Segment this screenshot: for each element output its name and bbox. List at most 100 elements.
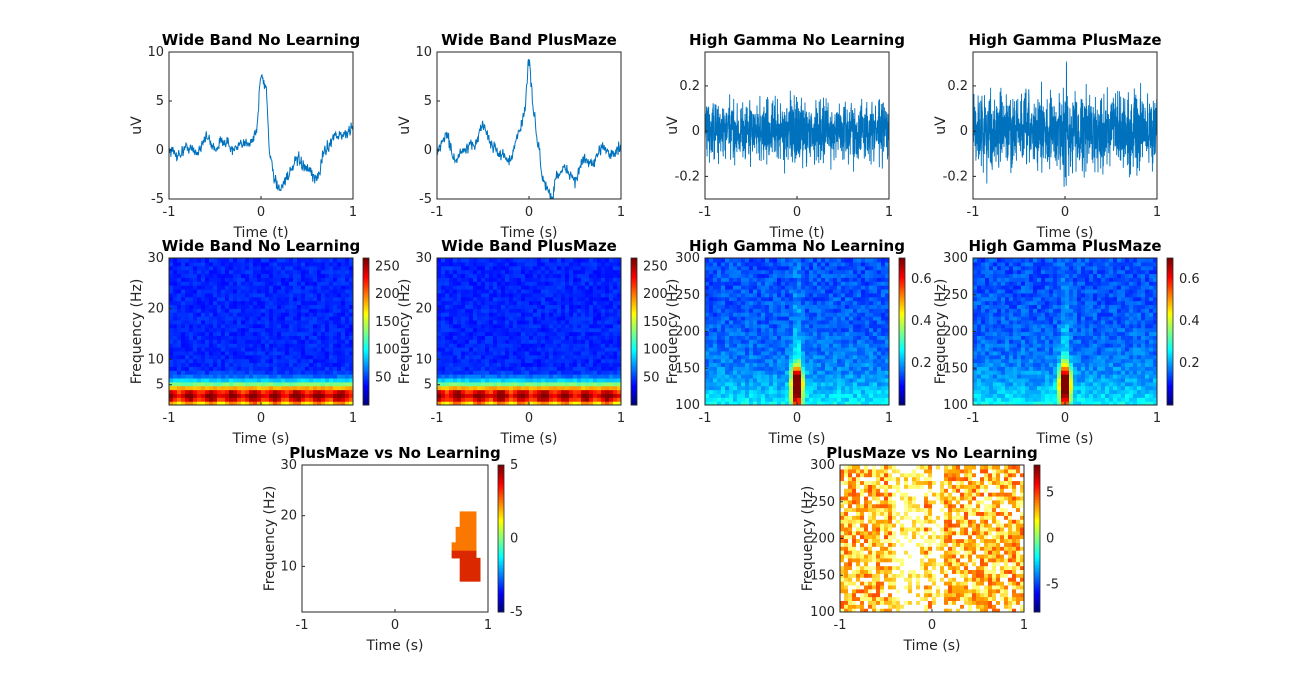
- y-axis-label: uV: [665, 116, 681, 135]
- heatmap-cell: [481, 296, 486, 302]
- heatmap-cell: [557, 381, 562, 387]
- heatmap-cell: [185, 354, 190, 360]
- heatmap-cell: [269, 285, 274, 290]
- heatmap-cell: [581, 350, 586, 356]
- colorbar-tick-label: 50: [375, 370, 392, 385]
- heatmap-cell: [757, 296, 762, 302]
- heatmap-cell: [173, 304, 178, 309]
- y-tick-label: 0.2: [679, 79, 700, 94]
- heatmap-cell: [485, 327, 490, 333]
- heatmap-cell: [797, 354, 802, 360]
- heatmap-cell: [457, 354, 462, 360]
- heatmap-cell: [753, 377, 758, 383]
- heatmap-cell: [305, 346, 310, 352]
- heatmap-cell: [549, 389, 554, 394]
- heatmap-cell: [605, 269, 610, 275]
- heatmap-cell: [749, 346, 754, 352]
- heatmap-cell: [221, 358, 226, 364]
- heatmap-cell: [269, 370, 274, 375]
- heatmap-cell: [285, 288, 290, 294]
- heatmap-cell: [741, 350, 746, 356]
- heatmap-cell: [337, 393, 342, 398]
- heatmap-cell: [573, 381, 578, 387]
- heatmap-cell: [801, 393, 806, 398]
- heatmap-cell: [281, 327, 286, 333]
- heatmap-cell: [253, 370, 258, 375]
- heatmap-cell: [313, 269, 318, 275]
- heatmap-cell: [241, 273, 246, 278]
- heatmap-cell: [561, 374, 566, 379]
- heatmap-cell: [541, 285, 546, 290]
- heatmap-cell: [177, 377, 182, 383]
- heatmap-cell: [709, 358, 714, 364]
- heatmap-cell: [305, 397, 310, 402]
- colorbar-swatch: [363, 358, 369, 362]
- heatmap-cell: [209, 319, 214, 325]
- heatmap-cell: [541, 397, 546, 402]
- heatmap-cell: [501, 312, 506, 317]
- heatmap-cell: [497, 358, 502, 364]
- heatmap-cell: [261, 312, 266, 317]
- heatmap-cell: [533, 377, 538, 383]
- heatmap-cell: [529, 374, 534, 379]
- heatmap-cell: [281, 292, 286, 298]
- heatmap-cell: [261, 258, 266, 263]
- heatmap-cell: [437, 304, 442, 309]
- heatmap-cell: [217, 350, 222, 356]
- heatmap-cell: [553, 346, 558, 352]
- heatmap-cell: [501, 354, 506, 360]
- heatmap-cell: [341, 397, 346, 402]
- heatmap-cell: [173, 300, 178, 306]
- heatmap-cell: [569, 277, 574, 282]
- heatmap-cell: [489, 261, 494, 267]
- heatmap-cell: [229, 312, 234, 317]
- heatmap-cell: [325, 339, 330, 344]
- heatmap-cell: [729, 343, 734, 348]
- heatmap-cell: [713, 277, 718, 282]
- heatmap-cell: [825, 304, 830, 309]
- heatmap-cell: [833, 331, 838, 336]
- heatmap-cell: [765, 366, 770, 371]
- heatmap-cell: [549, 319, 554, 325]
- heatmap-cell: [613, 366, 618, 371]
- heatmap-cell: [177, 288, 182, 294]
- heatmap-cell: [705, 277, 710, 282]
- heatmap-cell: [733, 389, 738, 394]
- heatmap-cell: [313, 308, 318, 313]
- heatmap-cell: [529, 316, 534, 321]
- heatmap-cell: [169, 292, 174, 298]
- heatmap-cell: [613, 296, 618, 302]
- heatmap-cell: [533, 343, 538, 348]
- heatmap-cell: [797, 331, 802, 336]
- heatmap-cell: [349, 258, 353, 263]
- heatmap-cell: [333, 358, 338, 364]
- heatmap-cell: [321, 304, 326, 309]
- heatmap-cell: [785, 323, 790, 329]
- heatmap-cell: [561, 281, 566, 286]
- heatmap-cell: [549, 366, 554, 371]
- heatmap-cell: [601, 316, 606, 321]
- heatmap-cell: [781, 281, 786, 286]
- heatmap-cell: [505, 308, 510, 313]
- heatmap-cell: [521, 312, 526, 317]
- heatmap-cell: [209, 273, 214, 278]
- colorbar-swatch: [631, 365, 637, 369]
- heatmap-cell: [605, 296, 610, 302]
- heatmap-cell: [505, 374, 510, 379]
- heatmap-cell: [333, 261, 338, 267]
- heatmap-cell: [749, 335, 754, 340]
- heatmap-cell: [457, 350, 462, 356]
- heatmap-cell: [193, 366, 198, 371]
- heatmap-cell: [493, 385, 498, 391]
- heatmap-cell: [469, 323, 474, 329]
- heatmap-cell: [773, 370, 778, 375]
- heatmap-cell: [261, 261, 266, 267]
- heatmap-cell: [441, 288, 446, 294]
- heatmap-cell: [341, 277, 346, 282]
- heatmap-cell: [333, 269, 338, 275]
- heatmap-cell: [781, 269, 786, 275]
- x-tick-label: -1: [163, 205, 176, 220]
- heatmap-cell: [533, 327, 538, 333]
- heatmap-cell: [309, 385, 314, 391]
- colorbar-swatch: [363, 297, 369, 301]
